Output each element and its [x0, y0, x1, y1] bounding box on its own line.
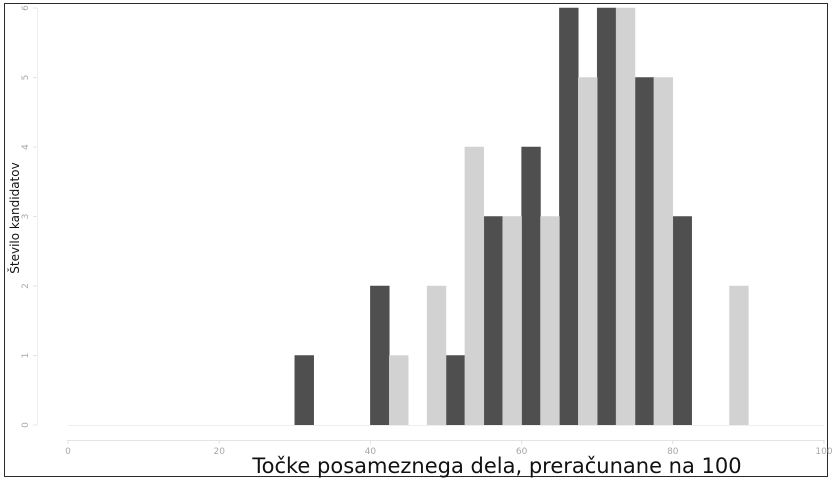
- chart-frame: [4, 3, 828, 477]
- y-tick-label: 6: [21, 5, 31, 11]
- bar-series1-9: [672, 216, 692, 426]
- x-tick-label: 100: [815, 447, 832, 457]
- bar-series2-8: [653, 77, 674, 426]
- x-axis-label: Točke posameznega dela, preračunane na 1…: [251, 454, 741, 478]
- x-tick-label: 0: [65, 447, 71, 457]
- x-tick-label: 20: [213, 447, 225, 457]
- bar-series2-3: [464, 146, 485, 426]
- bar-series1-2: [370, 285, 390, 426]
- x-tick-label: 40: [365, 447, 377, 457]
- axes-group: 0 20 40 60 80 100 0 1 2 3 4 5 6: [21, 5, 832, 457]
- y-tick-label: 1: [21, 353, 31, 359]
- y-tick-label: 0: [21, 422, 31, 428]
- x-tick-label: 60: [516, 447, 528, 457]
- bar-series1-6: [559, 7, 579, 426]
- bar-series2-7: [615, 7, 636, 426]
- bar-series2-6: [578, 77, 598, 426]
- bar-series1-8: [634, 77, 655, 426]
- bar-series2-1: [389, 355, 409, 426]
- bar-series2-4: [502, 216, 522, 426]
- bar-series2-5: [540, 216, 560, 426]
- x-tick-label: 80: [667, 447, 679, 457]
- bar-series1-1: [294, 355, 314, 426]
- bar-series1-3: [445, 355, 466, 426]
- y-tick-label: 5: [21, 75, 31, 81]
- bar-series1-5: [521, 146, 541, 426]
- bar-series1-7: [596, 7, 617, 426]
- y-axis-label: Število kandidatov: [7, 162, 22, 273]
- bars-group: [294, 7, 749, 426]
- y-tick-label: 4: [21, 144, 31, 150]
- bar-series1-4: [483, 216, 503, 426]
- bar-series2-9: [729, 285, 749, 426]
- y-tick-label: 2: [21, 283, 31, 289]
- bar-series2-2: [426, 285, 447, 426]
- y-tick-label: 3: [21, 214, 31, 220]
